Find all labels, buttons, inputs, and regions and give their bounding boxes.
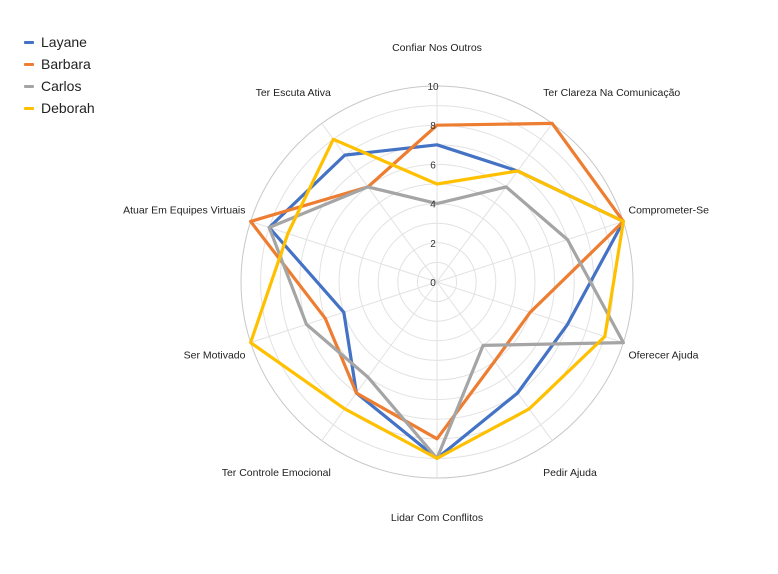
category-label-ter-controle-emocional: Ter Controle Emocional: [222, 467, 331, 479]
legend-label-carlos: Carlos: [41, 78, 82, 94]
category-label-oferecer-ajuda: Oferecer Ajuda: [628, 350, 698, 362]
series-line-layane: [267, 143, 626, 460]
tick-label: 0: [430, 278, 436, 289]
legend-label-barbara: Barbara: [41, 56, 91, 72]
tick-labels: 0 2 4 6 8 10: [427, 82, 439, 289]
category-label-atuar-em-equipes-virtuais: Atuar Em Equipes Virtuais: [123, 204, 245, 216]
legend-swatch-layane: [24, 40, 34, 44]
tick-label: 10: [427, 82, 439, 93]
grid-spoke: [321, 123, 438, 283]
category-labels: Confiar Nos Outros Ter Clareza Na Comunic…: [123, 42, 709, 524]
category-label-confiar-nos-outros: Confiar Nos Outros: [392, 42, 482, 54]
tick-label: 2: [430, 239, 436, 250]
category-label-ter-escuta-ativa: Ter Escuta Ativa: [256, 87, 331, 99]
series-line-deborah: [249, 137, 626, 460]
category-label-ter-clareza-na-comunicacao: Ter Clareza Na Comunicação: [543, 87, 680, 99]
category-label-pedir-ajuda: Pedir Ajuda: [543, 467, 597, 479]
legend-item-barbara: Barbara: [24, 53, 95, 75]
legend: Layane Barbara Carlos Deborah: [24, 31, 95, 119]
tick-label: 8: [430, 121, 436, 132]
grid-spoke: [436, 220, 624, 283]
legend-swatch-deborah: [24, 106, 34, 110]
grid-spoke: [250, 220, 438, 283]
category-label-ser-motivado: Ser Motivado: [184, 350, 246, 362]
legend-swatch-barbara: [24, 62, 34, 66]
tick-label: 6: [430, 160, 436, 171]
series-group: [249, 121, 626, 460]
category-label-lidar-com-conflitos: Lidar Com Conflitos: [391, 512, 483, 524]
series-line-barbara: [249, 121, 626, 441]
legend-item-deborah: Deborah: [24, 97, 95, 119]
tick-label: 4: [430, 200, 436, 211]
category-label-comprometer-se: Comprometer-Se: [628, 204, 709, 216]
grid-spoke: [436, 123, 553, 283]
legend-label-layane: Layane: [41, 34, 87, 50]
legend-swatch-carlos: [24, 84, 34, 88]
legend-label-deborah: Deborah: [41, 100, 95, 116]
legend-item-layane: Layane: [24, 31, 95, 53]
grid-spoke: [321, 281, 438, 441]
legend-item-carlos: Carlos: [24, 75, 95, 97]
